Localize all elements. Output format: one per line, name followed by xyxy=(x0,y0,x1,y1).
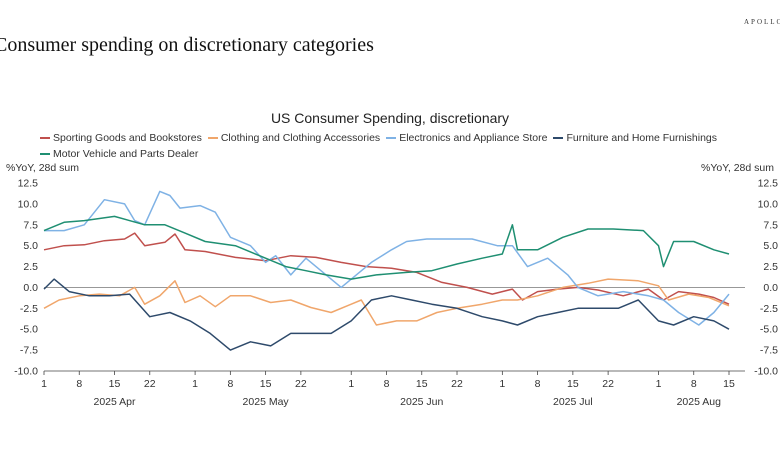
y-tick-label-right: 7.5 xyxy=(763,219,778,231)
x-tick-label: 1 xyxy=(41,378,47,390)
x-tick-label: 22 xyxy=(295,378,307,390)
legend-row-1: Sporting Goods and Bookstores Clothing a… xyxy=(40,130,780,146)
series-line-0 xyxy=(43,232,730,305)
series-line-4 xyxy=(43,215,730,280)
x-tick-label: 8 xyxy=(535,378,541,390)
brand-logo: APOLLO xyxy=(744,18,780,26)
y-tick-label-left: 5.0 xyxy=(23,240,38,252)
legend-swatch-furniture xyxy=(553,137,564,139)
legend-swatch-motor xyxy=(40,153,50,155)
x-axis: 1 8 15 22 1 8 15 22 1 8 15 22 1 8 15 22 1 8 15 2025 Apr 2025… xyxy=(41,370,745,408)
page-headline: Consumer spending on discretionary categ… xyxy=(0,34,374,56)
legend-item-sporting: Sporting Goods and Bookstores xyxy=(40,132,202,144)
legend-row-2: Motor Vehicle and Parts Dealer xyxy=(40,146,780,162)
series-line-1 xyxy=(43,278,730,326)
legend-label-motor: Motor Vehicle and Parts Dealer xyxy=(53,148,199,160)
series-line-3 xyxy=(43,278,730,351)
chart-legend: Sporting Goods and Bookstores Clothing a… xyxy=(40,130,780,162)
y-tick-label-left: -10.0 xyxy=(14,366,38,378)
legend-swatch-sporting xyxy=(40,137,50,139)
x-tick-label: 8 xyxy=(691,378,697,390)
x-tick-label: 15 xyxy=(109,378,121,390)
y-tick-label-left: -2.5 xyxy=(20,303,38,315)
chart-title: US Consumer Spending, discretionary xyxy=(270,110,510,126)
legend-label-sporting: Sporting Goods and Bookstores xyxy=(53,132,202,144)
x-tick-label: 15 xyxy=(260,378,272,390)
y-tick-label-left: -7.5 xyxy=(20,345,38,357)
legend-swatch-clothing xyxy=(207,137,218,139)
x-tick-label: 8 xyxy=(384,378,390,390)
y-axis-right: -10.0 -7.5 -5.0 -2.5 0.0 2.5 5.0 7.5 10.0 12.5 xyxy=(754,178,778,378)
y-tick-label-right: 10.0 xyxy=(758,198,779,210)
y-tick-label-right: 2.5 xyxy=(763,261,778,273)
legend-label-electronics: Electronics and Appliance Store xyxy=(399,132,548,144)
legend-label-clothing: Clothing and Clothing Accessories xyxy=(220,132,381,144)
x-tick-label: 1 xyxy=(656,378,662,390)
legend-item-motor: Motor Vehicle and Parts Dealer xyxy=(40,148,198,160)
y-tick-label-left: 2.5 xyxy=(23,261,38,273)
x-month-label: 2025 Jun xyxy=(400,396,443,408)
legend-item-furniture: Furniture and Home Furnishings xyxy=(553,132,717,144)
x-tick-label: 15 xyxy=(567,378,579,390)
series-line-2 xyxy=(44,190,730,326)
x-tick-label: 8 xyxy=(76,378,82,390)
y-tick-label-left: 7.5 xyxy=(23,219,38,231)
x-tick-label: 22 xyxy=(602,378,614,390)
x-tick-label: 8 xyxy=(227,378,233,390)
y-tick-label-right: 12.5 xyxy=(758,178,779,190)
x-month-label: 2025 Apr xyxy=(93,396,136,408)
legend-label-furniture: Furniture and Home Furnishings xyxy=(566,132,718,144)
y-axis-label-right: %YoY, 28d sum xyxy=(701,162,774,174)
x-tick-label: 15 xyxy=(416,378,428,390)
y-axis-label-left: %YoY, 28d sum xyxy=(6,162,79,174)
series-lines xyxy=(43,190,730,351)
x-tick-label: 22 xyxy=(451,378,463,390)
y-tick-label-right: -7.5 xyxy=(760,345,778,357)
x-month-label: 2025 May xyxy=(243,396,290,408)
x-tick-label: 15 xyxy=(723,378,735,390)
y-tick-label-right: 5.0 xyxy=(763,240,778,252)
legend-item-clothing: Clothing and Clothing Accessories xyxy=(207,132,381,144)
x-tick-label: 1 xyxy=(348,378,354,390)
y-tick-label-left: 10.0 xyxy=(18,198,39,210)
x-month-label: 2025 Jul xyxy=(553,396,593,408)
y-tick-label-right: -10.0 xyxy=(754,366,778,378)
y-tick-label-right: -5.0 xyxy=(760,324,778,336)
legend-item-electronics: Electronics and Appliance Store xyxy=(386,132,547,144)
y-tick-label-left: -5.0 xyxy=(20,324,38,336)
y-tick-label-right: -2.5 xyxy=(760,303,778,315)
y-tick-label-left: 12.5 xyxy=(18,178,39,190)
y-axis-left: -10.0 -7.5 -5.0 -2.5 0.0 2.5 5.0 7.5 10.0 12.5 xyxy=(14,178,38,378)
legend-swatch-electronics xyxy=(386,137,397,139)
x-month-label: 2025 Aug xyxy=(677,396,722,408)
x-tick-label: 1 xyxy=(192,378,198,390)
x-tick-label: 22 xyxy=(144,378,156,390)
y-tick-label-right: 0.0 xyxy=(763,282,778,294)
y-tick-label-left: 0.0 xyxy=(23,282,38,294)
x-tick-label: 1 xyxy=(499,378,505,390)
